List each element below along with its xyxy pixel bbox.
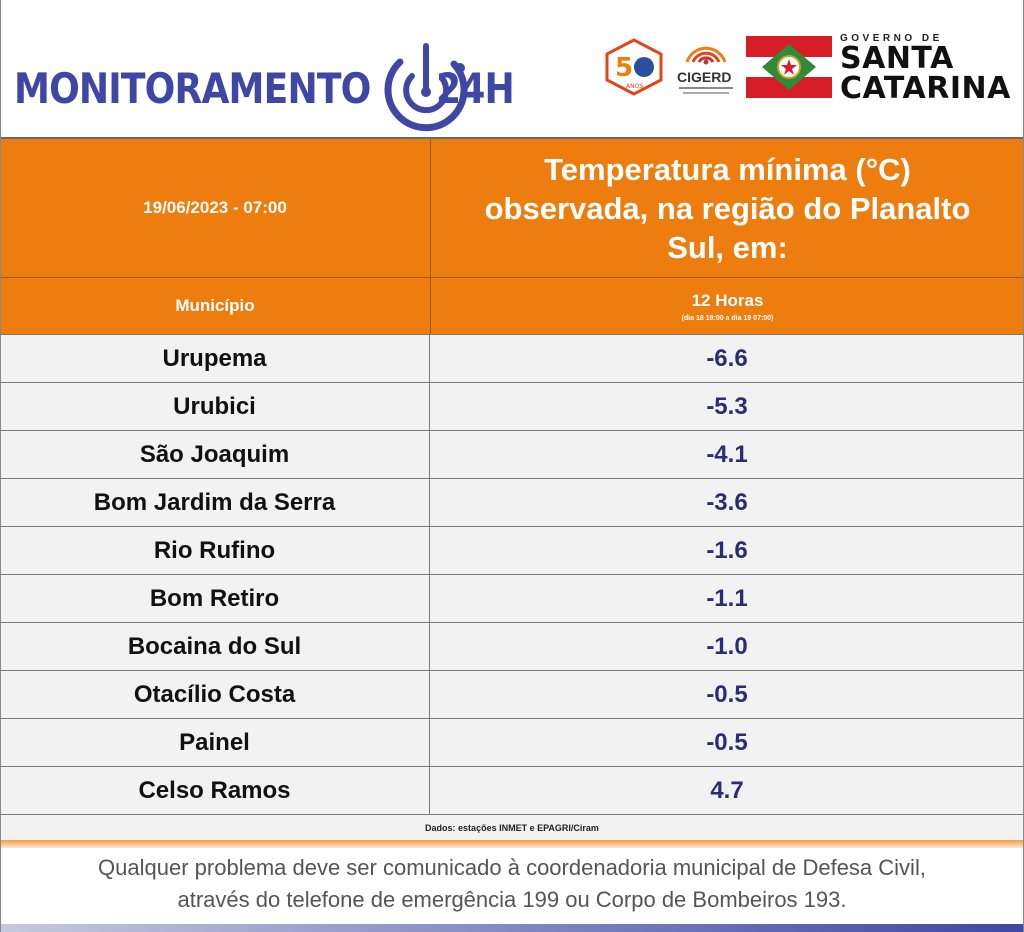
table-row: Otacílio Costa -0.5	[0, 670, 1024, 718]
table-row: Urubici -5.3	[0, 382, 1024, 430]
brand-right-text: 24H	[436, 63, 515, 113]
table-row: Bom Jardim da Serra -3.6	[0, 478, 1024, 526]
city-cell: São Joaquim	[0, 431, 430, 478]
temperature-cell: -0.5	[706, 728, 748, 756]
svg-text:5: 5	[615, 53, 633, 83]
city-cell: Bom Retiro	[0, 575, 430, 622]
temperature-cell: -1.0	[706, 632, 748, 660]
temperature-cell: -4.1	[706, 440, 748, 468]
table-row: São Joaquim -4.1	[0, 430, 1024, 478]
temperature-cell: -1.1	[706, 584, 748, 612]
fifty-years-logo-icon: 5 ANOS	[605, 38, 663, 96]
header: MONITORAMENTO 24H 5 ANOS CIGERD GOVER	[0, 0, 1024, 138]
table-row: Urupema -6.6	[0, 334, 1024, 382]
header-divider	[0, 137, 1024, 139]
table-row: Celso Ramos 4.7	[0, 766, 1024, 814]
santa-catarina-flag-icon	[746, 36, 832, 98]
table-row: Painel -0.5	[0, 718, 1024, 766]
table-row: Bocaina do Sul -1.0	[0, 622, 1024, 670]
city-cell: Bom Jardim da Serra	[0, 479, 430, 526]
temperature-cell: 4.7	[710, 776, 744, 804]
svg-text:CIGERD: CIGERD	[677, 69, 731, 85]
city-cell: Urubici	[0, 383, 430, 430]
gov-small-text: GOVERNO DE	[840, 33, 943, 44]
temperature-cell: -6.6	[706, 344, 748, 372]
gov-line1: SANTA	[840, 41, 954, 76]
city-cell: Celso Ramos	[0, 767, 430, 814]
cigerd-logo-icon: CIGERD	[677, 46, 733, 94]
footer-line2: através do telefone de emergência 199 ou…	[177, 887, 847, 912]
column-header-period: 12 Horas (dia 18 19:00 a dia 19 07:00)	[431, 278, 1024, 334]
orange-separator-band	[0, 840, 1024, 848]
temperature-cell: -5.3	[706, 392, 748, 420]
temperature-cell: -3.6	[706, 488, 748, 516]
footer-notice: Qualquer problema deve ser comunicado à …	[0, 848, 1024, 924]
city-cell: Otacílio Costa	[0, 671, 430, 718]
orange-column-divider	[430, 139, 431, 334]
table-title: Temperatura mínima (°C) observada, na re…	[431, 139, 1024, 277]
left-border	[0, 0, 1, 932]
datetime-cell: 19/06/2023 - 07:00	[0, 139, 430, 277]
city-cell: Rio Rufino	[0, 527, 430, 574]
temperature-cell: -0.5	[706, 680, 748, 708]
column-header-municipio: Município	[0, 278, 430, 334]
footer-line1: Qualquer problema deve ser comunicado à …	[98, 855, 926, 880]
period-label: 12 Horas	[691, 290, 764, 310]
temperature-cell: -1.6	[706, 536, 748, 564]
bottom-blue-band	[0, 924, 1024, 932]
orange-row-divider	[0, 277, 1024, 278]
data-source-note: Dados: estações INMET e EPAGRI/Ciram	[0, 814, 1024, 840]
monitoramento-brand: MONITORAMENTO 24H	[14, 38, 527, 138]
city-cell: Painel	[0, 719, 430, 766]
period-sublabel: (dia 18 19:00 a dia 19 07:00)	[681, 314, 774, 322]
brand-left-text: MONITORAMENTO	[14, 63, 371, 113]
gov-line2: CATARINA	[840, 71, 1011, 106]
svg-text:ANOS: ANOS	[626, 83, 643, 90]
table-row: Rio Rufino -1.6	[0, 526, 1024, 574]
monitoring-clock-icon	[384, 43, 468, 132]
temperature-table-body: Urupema -6.6 Urubici -5.3 São Joaquim -4…	[0, 334, 1024, 840]
city-cell: Urupema	[0, 335, 430, 382]
city-cell: Bocaina do Sul	[0, 623, 430, 670]
table-row: Bom Retiro -1.1	[0, 574, 1024, 622]
governo-santa-catarina-logo: GOVERNO DE SANTA CATARINA	[840, 33, 1011, 104]
